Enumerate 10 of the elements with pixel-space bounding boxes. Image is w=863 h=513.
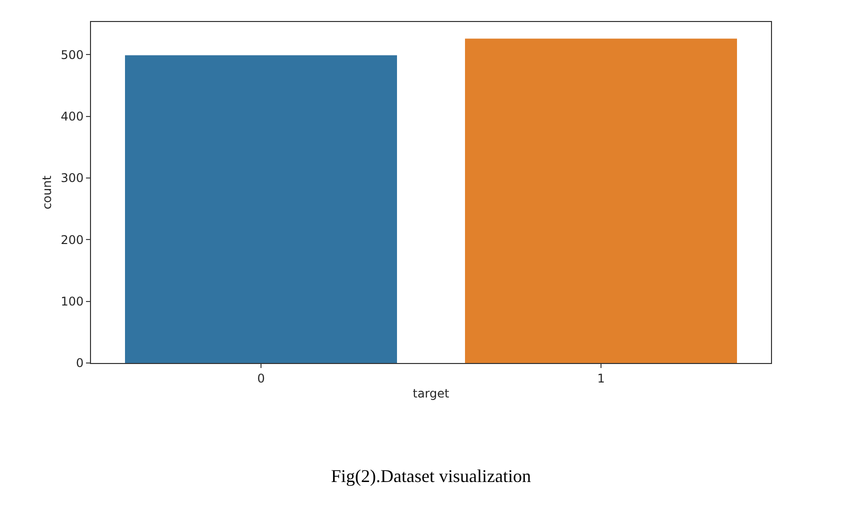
y-tick-label: 200 bbox=[60, 232, 84, 247]
y-axis-title: count bbox=[40, 175, 54, 210]
y-tick-label: 100 bbox=[60, 294, 84, 309]
y-tick-label: 0 bbox=[76, 356, 84, 370]
text: Fig(2).Dataset visualization bbox=[331, 466, 531, 486]
x-tick-label: 1 bbox=[597, 371, 605, 386]
x-axis-title: target bbox=[412, 386, 450, 400]
y-tick-label: 500 bbox=[60, 48, 84, 62]
y-tick-label: 400 bbox=[60, 110, 84, 124]
y-tick-label: 300 bbox=[60, 171, 84, 186]
